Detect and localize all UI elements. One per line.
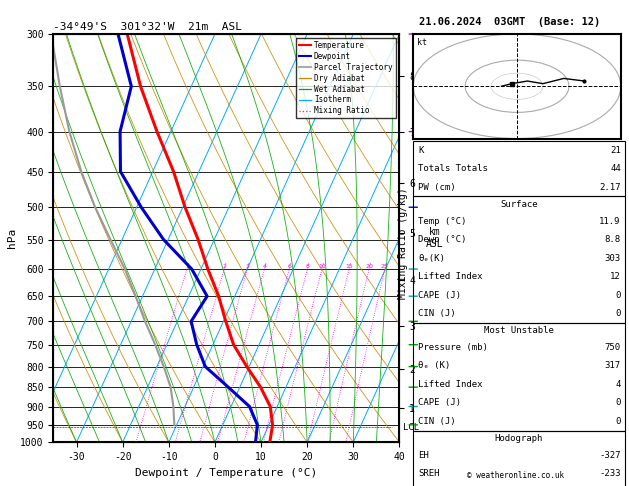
Text: Hodograph: Hodograph — [495, 434, 543, 443]
Text: Temp (°C): Temp (°C) — [418, 217, 467, 226]
Text: 10: 10 — [318, 264, 326, 269]
Text: 317: 317 — [604, 362, 621, 370]
Text: θₑ (K): θₑ (K) — [418, 362, 450, 370]
Text: Mixing Ratio (g/kg): Mixing Ratio (g/kg) — [398, 187, 408, 299]
Text: Lifted Index: Lifted Index — [418, 272, 483, 281]
Text: Surface: Surface — [500, 200, 538, 208]
Text: Dewp (°C): Dewp (°C) — [418, 235, 467, 244]
Text: 0: 0 — [615, 399, 621, 407]
Text: 44: 44 — [610, 164, 621, 173]
Text: kt: kt — [418, 38, 427, 47]
Text: Lifted Index: Lifted Index — [418, 380, 483, 389]
Text: SREH: SREH — [418, 469, 440, 478]
Text: 20: 20 — [365, 264, 373, 269]
Text: PW (cm): PW (cm) — [418, 183, 456, 191]
Y-axis label: hPa: hPa — [8, 228, 18, 248]
Text: CIN (J): CIN (J) — [418, 309, 456, 318]
Text: 0: 0 — [615, 309, 621, 318]
Text: © weatheronline.co.uk: © weatheronline.co.uk — [467, 471, 564, 480]
Text: 21.06.2024  03GMT  (Base: 12): 21.06.2024 03GMT (Base: 12) — [419, 17, 600, 27]
Text: 21: 21 — [610, 146, 621, 155]
Text: Pressure (mb): Pressure (mb) — [418, 343, 488, 352]
Text: CAPE (J): CAPE (J) — [418, 291, 461, 299]
Text: θₑ(K): θₑ(K) — [418, 254, 445, 262]
X-axis label: Dewpoint / Temperature (°C): Dewpoint / Temperature (°C) — [135, 468, 318, 478]
Y-axis label: km
ASL: km ASL — [426, 227, 443, 249]
Text: -327: -327 — [599, 451, 621, 460]
Text: 2: 2 — [222, 264, 226, 269]
Text: 11.9: 11.9 — [599, 217, 621, 226]
Text: 303: 303 — [604, 254, 621, 262]
Text: CAPE (J): CAPE (J) — [418, 399, 461, 407]
Text: 1: 1 — [185, 264, 189, 269]
Text: CIN (J): CIN (J) — [418, 417, 456, 426]
Text: 25: 25 — [381, 264, 389, 269]
Text: 750: 750 — [604, 343, 621, 352]
Text: 12: 12 — [610, 272, 621, 281]
Text: K: K — [418, 146, 424, 155]
Text: 0: 0 — [615, 291, 621, 299]
Text: 8.8: 8.8 — [604, 235, 621, 244]
Text: EH: EH — [418, 451, 429, 460]
Text: 6: 6 — [287, 264, 291, 269]
Text: 8: 8 — [306, 264, 309, 269]
Text: 4: 4 — [262, 264, 266, 269]
Text: 4: 4 — [615, 380, 621, 389]
Text: 15: 15 — [345, 264, 353, 269]
Text: -233: -233 — [599, 469, 621, 478]
Text: 2.17: 2.17 — [599, 183, 621, 191]
Text: 3: 3 — [245, 264, 249, 269]
Text: Most Unstable: Most Unstable — [484, 326, 554, 335]
Text: -34°49'S  301°32'W  21m  ASL: -34°49'S 301°32'W 21m ASL — [53, 22, 242, 32]
Text: 0: 0 — [615, 417, 621, 426]
Legend: Temperature, Dewpoint, Parcel Trajectory, Dry Adiabat, Wet Adiabat, Isotherm, Mi: Temperature, Dewpoint, Parcel Trajectory… — [296, 38, 396, 119]
Text: LCL: LCL — [403, 423, 419, 432]
Text: Totals Totals: Totals Totals — [418, 164, 488, 173]
